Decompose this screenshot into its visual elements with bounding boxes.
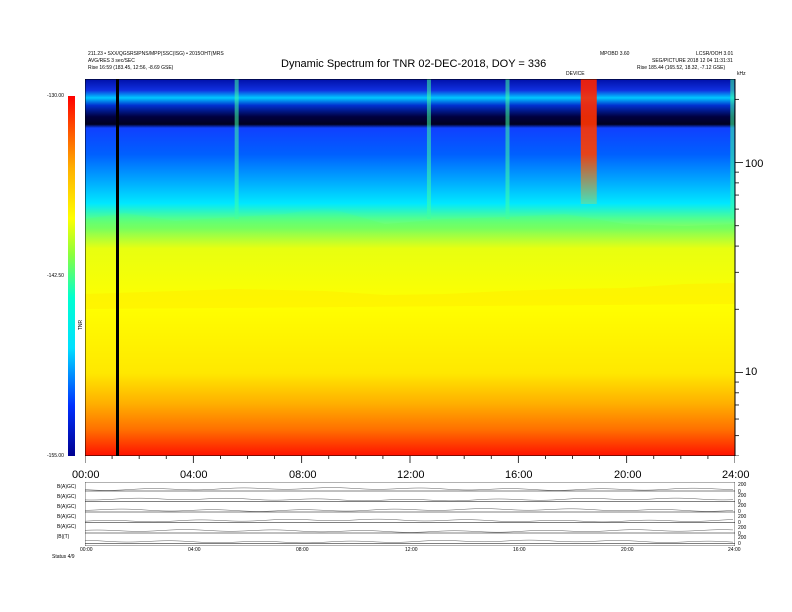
burst-event-1 xyxy=(426,79,431,219)
panel-label-3: B(A)GC) xyxy=(57,504,77,510)
header-info-line-1: 211.23 • SXX/QGSRSIPNS/MPP(SSC(ISG) • 20… xyxy=(88,51,224,57)
spectrogram xyxy=(85,79,735,456)
x-tick-24: 24:00 xyxy=(722,469,750,481)
panel-rtick-1b: 0 xyxy=(738,489,741,495)
panel-rtick-3b: 0 xyxy=(738,509,741,515)
x-axis xyxy=(85,456,735,466)
burst-event-3 xyxy=(580,79,597,204)
burst-event-4 xyxy=(730,79,735,219)
burst-event-2 xyxy=(505,79,510,219)
lower-tick-16: 16:00 xyxy=(513,547,526,553)
header-info-line-3: Rise 16:59 (183.45, 12:56, -8.69 GSE) xyxy=(88,65,174,71)
lower-tick-08: 08:00 xyxy=(296,547,309,553)
event-label: DEVICE xyxy=(566,71,585,77)
spectrum-background xyxy=(85,79,735,456)
panel-rtick-6a: 200 xyxy=(738,535,747,541)
panel-rtick-4b: 0 xyxy=(738,520,741,526)
panel-rtick-5a: 200 xyxy=(738,525,747,531)
panel-label-4: B(A)GC) xyxy=(57,514,77,520)
lower-tick-00: 00:00 xyxy=(80,547,93,553)
panel-label-1: B(A)GC) xyxy=(57,484,77,490)
x-tick-00: 00:00 xyxy=(72,469,100,481)
x-tick-16: 16:00 xyxy=(505,469,533,481)
colorbar-tick-mid: -142.50 xyxy=(47,273,64,279)
x-tick-08: 08:00 xyxy=(289,469,317,481)
panel-rtick-3a: 200 xyxy=(738,503,747,509)
colorbar-tick-top: -130.00 xyxy=(47,93,64,99)
panel-trace-2 xyxy=(85,508,734,512)
panel-label-6: |B|(T) xyxy=(57,534,70,540)
lower-tick-12: 12:00 xyxy=(405,547,418,553)
y-tick-label-100: 100 xyxy=(745,158,764,170)
header-info-right-b: LCSR/OOH 3.01 xyxy=(696,51,734,57)
panel-label-2: B(A)GC) xyxy=(57,494,77,500)
yellow-band xyxy=(85,283,735,309)
colorbar xyxy=(68,96,75,456)
colorbar-tick-bottom: -155.00 xyxy=(47,453,64,459)
x-tick-12: 12:00 xyxy=(397,469,425,481)
header-info-right-3: Rise 185.44 (165.52, 18.32, -7.12 GSE) xyxy=(637,65,726,71)
panel-label-5: B(A)GC) xyxy=(57,524,77,530)
panel-rtick-5b: 0 xyxy=(738,531,741,537)
panel-trace-4 xyxy=(85,529,734,533)
panel-rtick-2a: 200 xyxy=(738,493,747,499)
panel-rtick-6b: 0 xyxy=(738,541,741,547)
continuum-band xyxy=(85,207,735,249)
lower-tick-20: 20:00 xyxy=(621,547,634,553)
panel-rtick-1a: 200 xyxy=(738,482,747,488)
header-info-right-2: SEG/PICTURE 2018 12 04 11:31:31 xyxy=(652,58,733,64)
x-tick-20: 20:00 xyxy=(614,469,642,481)
header-info-right-a: MPOBD 3.60 xyxy=(600,51,630,57)
right-corner-label: kHz xyxy=(737,71,746,77)
burst-events xyxy=(234,79,735,219)
lower-tick-04: 04:00 xyxy=(188,547,201,553)
y-axis-right xyxy=(735,79,743,456)
header-info-line-2: AVG/RES 3 sec/SEC xyxy=(88,58,135,64)
burst-event-0 xyxy=(234,79,239,219)
panel-trace-5 xyxy=(85,539,734,544)
x-tick-04: 04:00 xyxy=(180,469,208,481)
lower-axis-status: Status 4/9 xyxy=(52,554,75,560)
panel-rtick-2b: 0 xyxy=(738,499,741,505)
panel-trace-1 xyxy=(85,497,734,502)
panel-trace-3 xyxy=(85,518,734,523)
y-tick-label-10: 10 xyxy=(745,366,758,378)
colorbar-label: TNR xyxy=(78,319,85,331)
chart-title: Dynamic Spectrum for TNR 02-DEC-2018, DO… xyxy=(281,58,547,70)
field-panels xyxy=(85,482,735,546)
panel-rtick-4a: 200 xyxy=(738,514,747,520)
panel-trace-0 xyxy=(85,487,734,491)
lower-tick-24: 24:00 xyxy=(728,547,741,553)
